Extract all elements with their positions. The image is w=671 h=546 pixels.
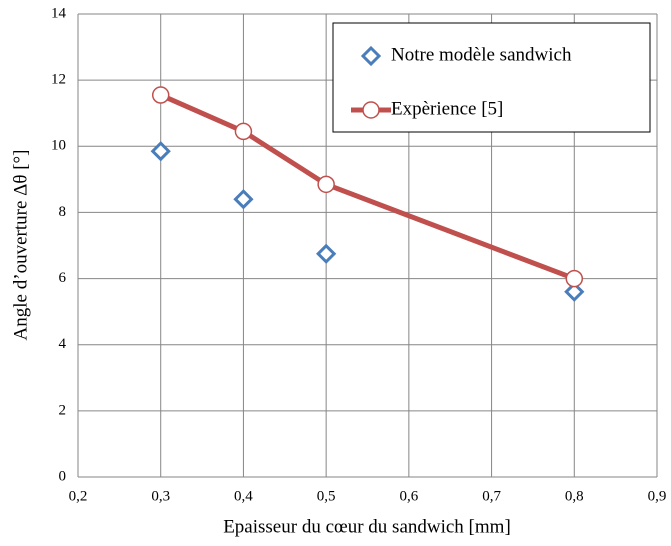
data-point: [150, 141, 171, 162]
data-point: [317, 175, 335, 194]
x-tick-label: 0,4: [234, 488, 253, 504]
legend-label: Expèrience [5]: [391, 98, 503, 119]
x-tick-label: 0,3: [151, 488, 170, 504]
y-tick-label: 10: [51, 138, 66, 154]
data-point: [565, 269, 584, 288]
x-tick-label: 0,7: [482, 488, 501, 504]
series-line: [159, 92, 576, 281]
data-point: [316, 243, 337, 264]
y-tick-label: 8: [59, 204, 67, 220]
y-tick-label: 12: [51, 72, 66, 88]
legend-marker: [362, 101, 380, 119]
x-tick-label: 0,8: [565, 488, 584, 504]
y-tick-label: 2: [59, 402, 67, 418]
data-point: [151, 86, 170, 104]
y-tick-label: 0: [59, 468, 67, 484]
data-point: [564, 281, 585, 302]
x-tick-label: 0,9: [648, 488, 667, 504]
data-point: [234, 122, 253, 141]
legend-marker: [360, 45, 382, 67]
y-tick-label: 14: [51, 5, 67, 21]
legend-box: [332, 22, 651, 133]
legend-label: Notre modèle sandwich: [391, 44, 572, 65]
data-point: [233, 189, 254, 210]
y-axis-label: Angle d’ouverture Δθ [°]: [10, 150, 31, 341]
x-axis-label: Epaisseur du cœur du sandwich [mm]: [223, 516, 511, 537]
x-tick-label: 0,5: [317, 488, 336, 504]
y-tick-label: 4: [59, 336, 67, 352]
y-tick-label: 6: [59, 270, 67, 286]
x-tick-label: 0,6: [399, 488, 418, 504]
x-tick-label: 0,2: [69, 488, 88, 504]
